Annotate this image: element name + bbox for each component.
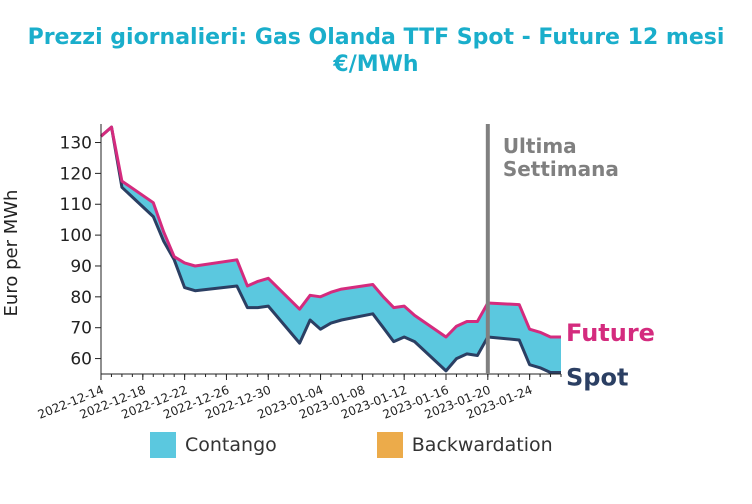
legend-item-contango: Contango <box>150 432 277 458</box>
y-tick-label: 90 <box>70 257 92 277</box>
legend-label-backwardation: Backwardation <box>411 434 553 456</box>
legend-swatch-contango <box>150 432 176 458</box>
y-tick-label: 110 <box>60 195 92 215</box>
y-axis-label: Euro per MWh <box>1 190 22 317</box>
y-tick-label: 130 <box>60 134 92 154</box>
annotation-line: Settimana <box>503 157 619 181</box>
legend-swatch-backwardation <box>376 432 403 458</box>
legend: Contango Backwardation <box>150 432 653 458</box>
chart-title: Prezzi giornalieri: Gas Olanda TTF Spot … <box>0 24 752 78</box>
y-tick-label: 70 <box>70 319 92 339</box>
chart-subtitle: €/MWh <box>333 52 419 77</box>
y-tick-label: 120 <box>60 164 92 184</box>
y-tick-label: 60 <box>70 350 92 370</box>
spot-end-label: Spot <box>566 363 628 391</box>
chart-canvas: 607080901001101201302022-12-142022-12-18… <box>1 124 655 422</box>
y-tick-label: 80 <box>70 288 92 308</box>
chart-title-line1: Prezzi giornalieri: Gas Olanda TTF Spot … <box>27 25 725 50</box>
legend-item-backwardation: Backwardation <box>376 432 553 458</box>
future-end-label: Future <box>566 319 655 347</box>
legend-label-contango: Contango <box>185 434 277 456</box>
y-tick-label: 100 <box>60 226 92 246</box>
annotation-line: Ultima <box>503 134 577 158</box>
